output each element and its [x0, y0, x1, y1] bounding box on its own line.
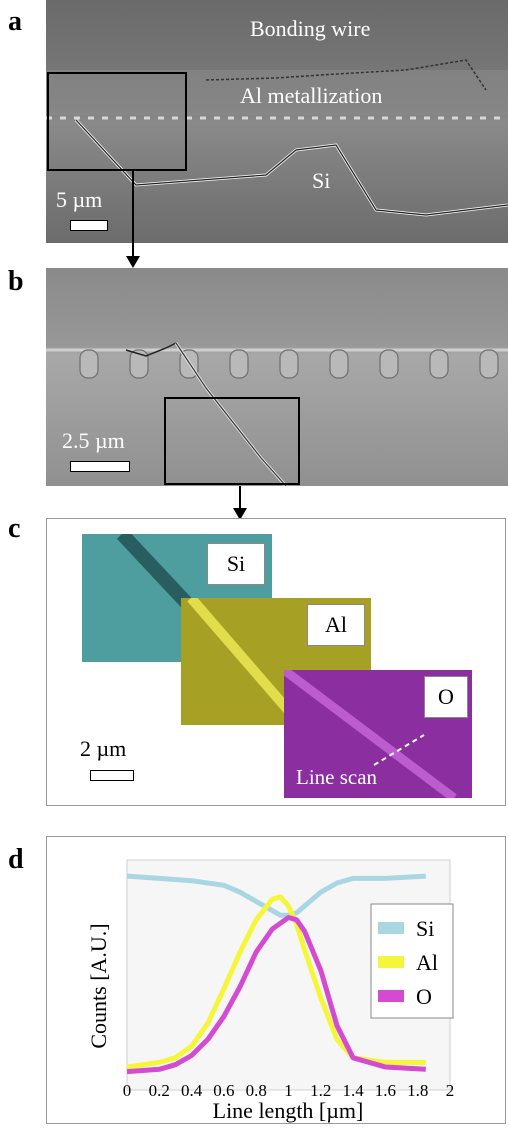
x-tick-label: 0.8 — [246, 1081, 267, 1100]
legend-entries: Si Al O — [378, 916, 438, 1009]
scale-bar-c — [90, 770, 134, 781]
x-tick-label: 0.6 — [213, 1081, 234, 1100]
x-tick-label: 2 — [446, 1081, 455, 1100]
label-si: Si — [312, 168, 331, 193]
x-tick-label: 0.4 — [181, 1081, 203, 1100]
panel-letter-b: b — [8, 266, 24, 297]
x-tick-label: 0 — [123, 1081, 132, 1100]
x-tick-label: 1 — [284, 1081, 293, 1100]
panel-letter-d: d — [8, 844, 24, 875]
legend-swatch-si — [378, 922, 404, 934]
x-axis-label: Line length [µm] — [213, 1098, 364, 1123]
legend-label-al: Al — [416, 950, 438, 975]
sem-micrograph-a — [46, 0, 508, 243]
x-tick-label: 1.6 — [375, 1081, 396, 1100]
x-tick-label: 0.2 — [149, 1081, 170, 1100]
x-tick-label: 1.8 — [407, 1081, 428, 1100]
map-label-al: Al — [307, 604, 365, 646]
arrow-b-to-c — [233, 486, 247, 520]
scale-bar-b — [70, 461, 130, 472]
map-label-o: O — [424, 676, 468, 718]
series-line-al — [126, 894, 426, 1070]
series-group — [126, 873, 426, 1075]
map-label-si: Si — [207, 543, 265, 585]
x-tick-group: 0 0.2 0.4 0.6 0.8 1 1.2 1.4 1.6 1.8 2 — [123, 1081, 455, 1100]
sem-image-a — [46, 0, 508, 243]
legend: Si Al O — [370, 903, 454, 1019]
label-al-metallization: Al metallization — [240, 83, 383, 108]
line-scan-chart: 0 0.2 0.4 0.6 0.8 1 1.2 1.4 1.6 1.8 2 Si Al O Line l… — [86, 859, 455, 1123]
panel-letter-c: c — [8, 513, 21, 544]
scale-label-a: 5 µm — [56, 187, 103, 212]
scale-label-b: 2.5 µm — [62, 428, 125, 453]
x-tick-label: 1.4 — [342, 1081, 364, 1100]
series-line-si — [126, 873, 426, 918]
series-line-o — [126, 915, 426, 1075]
scale-label-c: 2 µm — [80, 736, 127, 761]
legend-label-si: Si — [416, 916, 434, 941]
arrow-a-to-b — [126, 170, 140, 268]
panel-letter-a: a — [8, 6, 22, 37]
scale-bar-a — [70, 220, 108, 231]
sem-image-b — [46, 268, 508, 486]
sem-micrograph-b — [46, 268, 508, 486]
legend-swatch-o — [378, 990, 404, 1002]
line-scan-label: Line scan — [296, 765, 378, 789]
y-axis-label: Counts [A.U.] — [86, 923, 111, 1048]
legend-swatch-al — [378, 956, 404, 968]
x-tick-label: 1.2 — [310, 1081, 331, 1100]
legend-label-o: O — [416, 984, 432, 1009]
label-bonding-wire: Bonding wire — [250, 16, 371, 41]
